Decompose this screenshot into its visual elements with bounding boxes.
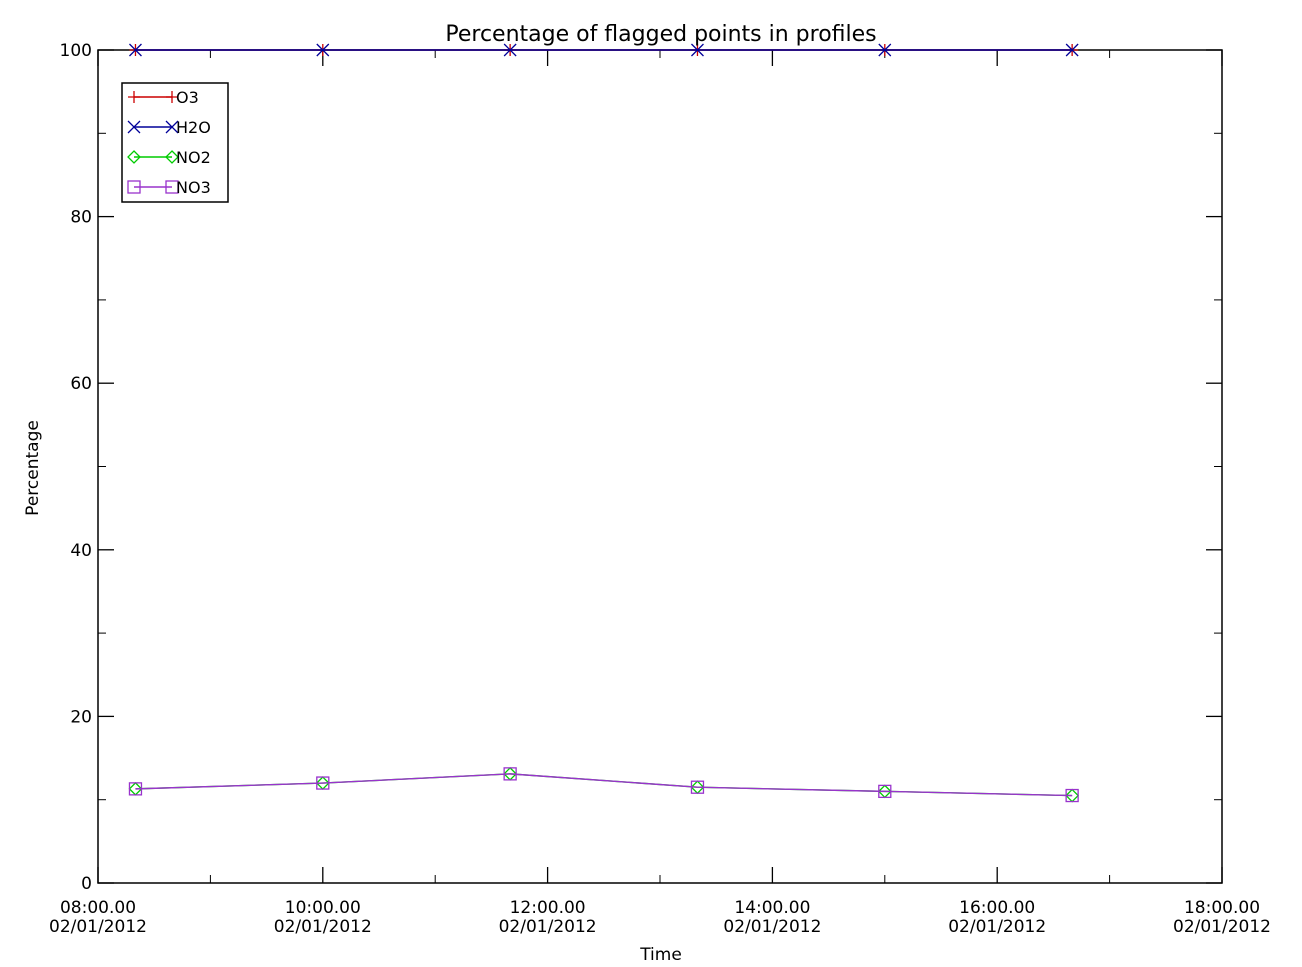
x-tick-label-date: 02/01/2012 — [49, 917, 147, 937]
data-point-no3 — [316, 776, 330, 790]
x-tick-label-time: 08:00.00 — [60, 898, 136, 918]
legend-label: O3 — [176, 88, 199, 107]
legend-marker — [128, 91, 140, 103]
data-point-h2o — [691, 43, 704, 57]
x-tick-label-time: 12:00.00 — [510, 898, 586, 918]
series-line-no3 — [135, 773, 1073, 797]
legend-marker — [165, 120, 179, 134]
x-tick-label-date: 02/01/2012 — [499, 917, 597, 937]
series-no3 — [128, 767, 1079, 803]
plot-frame — [97, 49, 1223, 884]
legend-marker — [127, 150, 141, 164]
x-tick-label-time: 14:00.00 — [734, 898, 810, 918]
data-point-h2o — [878, 43, 892, 57]
x-tick-label-date: 02/01/2012 — [274, 917, 372, 937]
x-tick-label-date: 02/01/2012 — [723, 917, 821, 937]
legend-marker — [127, 120, 141, 134]
data-point-h2o — [129, 43, 142, 57]
data-point-no3 — [503, 767, 517, 781]
chart-title: Percentage of flagged points in profiles — [445, 22, 876, 47]
data-point-no3 — [690, 780, 705, 794]
legend-marker — [165, 150, 179, 164]
y-tick-label: 60 — [70, 374, 92, 394]
legend-entry-h2o: H2O — [127, 118, 211, 137]
data-point-no3 — [128, 782, 143, 796]
legend-marker — [165, 180, 179, 194]
data-point-no3 — [878, 784, 892, 799]
legend-entry-o3: O3 — [128, 88, 199, 107]
y-tick-label: 40 — [70, 541, 92, 561]
x-tick-label-date: 02/01/2012 — [1173, 917, 1271, 937]
y-tick-label: 20 — [70, 707, 92, 727]
legend-marker — [166, 91, 178, 103]
data-point-h2o — [503, 43, 517, 57]
series-h2o — [129, 43, 1079, 57]
data-point-h2o — [316, 43, 330, 57]
data-point-h2o — [1065, 43, 1079, 57]
legend-entry-no3: NO3 — [127, 178, 211, 197]
legend-entry-no2: NO2 — [127, 148, 211, 167]
legend-label: NO3 — [176, 178, 211, 197]
data-point-no3 — [1065, 788, 1079, 803]
y-tick-label: 80 — [70, 208, 92, 228]
legend-box — [121, 82, 229, 203]
x-tick-label-time: 10:00.00 — [285, 898, 361, 918]
y-axis-label: Percentage — [23, 420, 43, 516]
y-tick-label: 100 — [60, 41, 92, 61]
legend-label: NO2 — [176, 148, 211, 167]
x-tick-label-date: 02/01/2012 — [948, 917, 1046, 937]
x-tick-label-time: 18:00.00 — [1184, 898, 1260, 918]
legend-marker — [127, 180, 141, 194]
x-tick-label-time: 16:00.00 — [959, 898, 1035, 918]
legend-label: H2O — [176, 118, 211, 137]
x-axis-label: Time — [639, 945, 682, 965]
y-tick-label: 0 — [81, 874, 92, 894]
